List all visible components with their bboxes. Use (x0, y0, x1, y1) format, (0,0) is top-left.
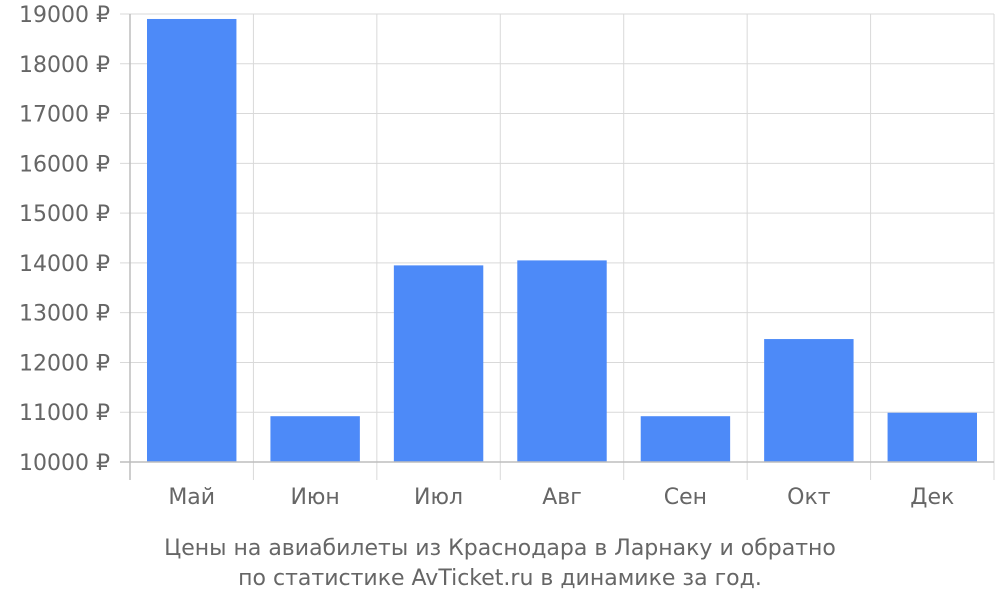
bar-1[interactable] (147, 18, 237, 462)
bar-3[interactable] (393, 265, 484, 462)
labels-layer: 10000 ₽ 11000 ₽ 12000 ₽ 13000 ₽ 14000 ₽ 15000… (19, 3, 954, 510)
chart-caption-line: по статистике AvTicket.ru в динамике за … (238, 566, 762, 591)
x-tick-label: Июл (414, 485, 463, 510)
y-tick-label: 18000 ₽ (19, 53, 110, 78)
x-tick-label: Дек (910, 485, 954, 510)
bar-5[interactable] (640, 416, 731, 462)
y-tick-label: 13000 ₽ (19, 302, 110, 327)
caption-layer: Цены на авиабилеты из Краснодара в Ларна… (164, 536, 836, 591)
x-tick-label: Сен (664, 485, 707, 510)
y-tick-label: 15000 ₽ (19, 202, 110, 227)
y-tick-label: 12000 ₽ (19, 351, 110, 376)
bar-7[interactable] (887, 412, 977, 462)
axes-layer (120, 14, 994, 480)
x-tick-label: Май (168, 485, 215, 510)
y-tick-label: 10000 ₽ (19, 451, 110, 476)
bar-4[interactable] (517, 260, 607, 462)
bar-2[interactable] (270, 416, 360, 462)
y-tick-label: 11000 ₽ (19, 401, 110, 426)
y-tick-label: 19000 ₽ (19, 3, 110, 28)
bars-layer (147, 18, 977, 462)
x-tick-label: Июн (290, 485, 339, 510)
y-tick-label: 14000 ₽ (19, 252, 110, 277)
x-tick-label: Авг (542, 485, 582, 510)
y-tick-label: 16000 ₽ (19, 152, 110, 177)
bar-6[interactable] (764, 339, 854, 462)
y-tick-label: 17000 ₽ (19, 103, 110, 128)
chart-caption-line: Цены на авиабилеты из Краснодара в Ларна… (164, 536, 836, 561)
x-tick-label: Окт (787, 485, 831, 510)
